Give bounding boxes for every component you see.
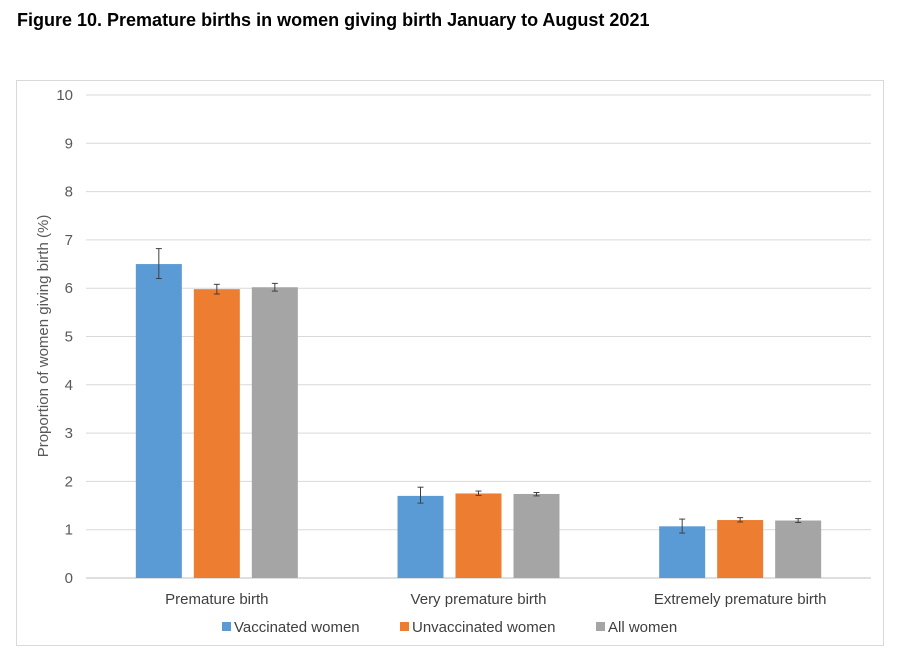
- y-tick-label: 0: [65, 570, 73, 587]
- bar: [135, 264, 182, 578]
- bar: [251, 287, 298, 578]
- bar: [717, 520, 764, 578]
- y-tick-label: 8: [65, 184, 73, 201]
- legend-swatch: [400, 622, 409, 631]
- legend-swatch: [596, 622, 605, 631]
- y-tick-label: 2: [65, 473, 73, 490]
- y-tick-label: 6: [65, 280, 73, 297]
- error-bars: [155, 248, 802, 534]
- x-axis-categories: Premature birth Very premature birth Extre…: [165, 591, 826, 608]
- bar: [455, 493, 502, 578]
- y-tick-label: 3: [65, 425, 73, 442]
- bars: [135, 264, 822, 578]
- bar: [775, 520, 822, 578]
- legend-label: All women: [608, 619, 677, 636]
- y-axis-label: Proportion of women giving birth (%): [35, 215, 52, 458]
- y-tick-label: 7: [65, 232, 73, 249]
- y-tick-label: 5: [65, 329, 73, 346]
- figure-title: Figure 10. Premature births in women giv…: [17, 10, 650, 30]
- chart-frame: [16, 80, 884, 646]
- legend-label: Vaccinated women: [234, 619, 360, 636]
- y-tick-label: 9: [65, 135, 73, 152]
- bar: [397, 495, 444, 578]
- y-tick-label: 10: [56, 87, 73, 104]
- y-tick-label: 4: [65, 377, 73, 394]
- category-label: Extremely premature birth: [654, 591, 827, 608]
- category-label: Premature birth: [165, 591, 268, 608]
- legend: Vaccinated women Unvaccinated women All wo…: [222, 619, 677, 636]
- bar: [513, 493, 560, 578]
- bar: [659, 526, 706, 578]
- bar: [193, 289, 240, 578]
- legend-label: Unvaccinated women: [412, 619, 555, 636]
- legend-swatch: [222, 622, 231, 631]
- category-label: Very premature birth: [411, 591, 547, 608]
- y-tick-label: 1: [65, 522, 73, 539]
- y-axis-ticks: 0 1 2 3 4 5 6 7 8 9 10: [56, 87, 73, 587]
